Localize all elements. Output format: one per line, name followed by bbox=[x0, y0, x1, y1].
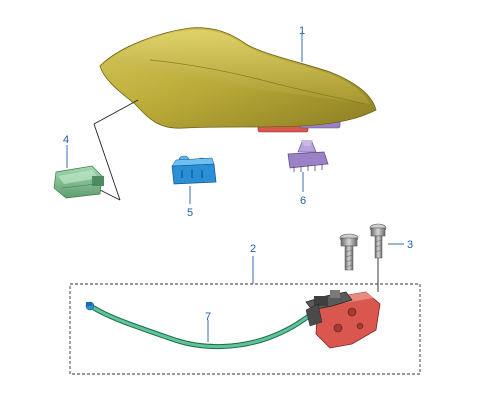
bolt-part-right bbox=[369, 223, 387, 259]
purple-clip-part bbox=[287, 140, 329, 172]
seat-lock-part bbox=[305, 290, 381, 349]
seat-top-surface bbox=[110, 29, 370, 104]
callout-1: 1 bbox=[299, 25, 305, 37]
release-cable-part bbox=[85, 301, 315, 349]
callout-3: 3 bbox=[407, 239, 413, 251]
module-part bbox=[53, 165, 104, 199]
assembly-dashed-frame bbox=[69, 283, 421, 375]
callout-6: 6 bbox=[300, 195, 306, 207]
callout-5: 5 bbox=[187, 207, 193, 219]
callout-7: 7 bbox=[205, 311, 211, 323]
leader-lines bbox=[66, 34, 404, 342]
bolt-part-left bbox=[339, 233, 359, 271]
seat-part bbox=[99, 27, 377, 133]
blue-clip-part bbox=[171, 155, 217, 185]
callout-4: 4 bbox=[63, 134, 69, 146]
seat-seam bbox=[149, 59, 366, 105]
callout-2: 2 bbox=[250, 243, 256, 255]
